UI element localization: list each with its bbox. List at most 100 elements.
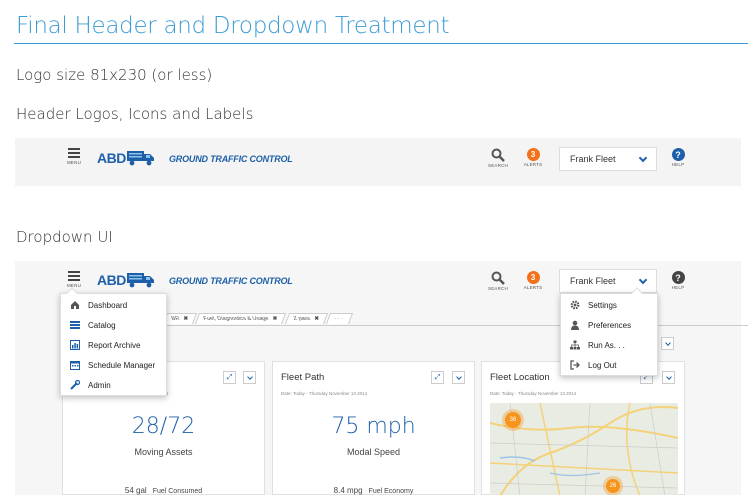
logo-text: ABD bbox=[97, 272, 126, 288]
menu-button[interactable]: MENU bbox=[64, 148, 84, 165]
menu-item-label: Catalog bbox=[88, 320, 116, 330]
abd-logo[interactable]: ABD bbox=[97, 149, 155, 167]
metric-label: Moving Assets bbox=[134, 447, 193, 457]
menu-item-schedule-manager[interactable]: Schedule Manager bbox=[61, 355, 166, 375]
tab-br[interactable]: BR ✖ bbox=[162, 312, 198, 324]
menu-label: MENU bbox=[66, 160, 82, 165]
alerts-label: ALERTS bbox=[523, 162, 543, 167]
sub-metric-label: Fuel Economy bbox=[368, 488, 414, 495]
expand-button[interactable]: ⤢ bbox=[431, 371, 444, 384]
menu-item-label: Report Archive bbox=[88, 340, 141, 350]
tab-fuel[interactable]: Fuel, Diagnostics & Usage ✖ bbox=[195, 312, 287, 324]
help-button[interactable]: ? HELP bbox=[665, 271, 691, 290]
tab-more[interactable]: · · · bbox=[325, 312, 353, 324]
search-icon bbox=[491, 148, 505, 162]
list-icon bbox=[69, 320, 80, 331]
tab-label: Fuel, Diagnostics & Usage bbox=[202, 315, 270, 322]
title-divider bbox=[14, 43, 748, 44]
expand-button[interactable]: ⤢ bbox=[223, 371, 236, 384]
map-roads bbox=[490, 403, 678, 495]
user-dropdown-open[interactable]: Frank Fleet bbox=[559, 269, 657, 293]
logo-text: ABD bbox=[97, 150, 126, 166]
dashboard-options-button[interactable] bbox=[661, 337, 674, 350]
card-options-button[interactable] bbox=[662, 371, 675, 384]
chevron-down-icon bbox=[638, 153, 648, 163]
menu-item-catalog[interactable]: Catalog bbox=[61, 315, 166, 335]
truck-icon bbox=[126, 151, 154, 166]
help-icon: ? bbox=[671, 271, 685, 284]
menu-item-dashboard[interactable]: Dashboard bbox=[61, 295, 166, 315]
fleet-map[interactable]: 36 26 bbox=[490, 403, 678, 495]
menu-item-run-as[interactable]: Run As. . . bbox=[561, 335, 657, 355]
abd-logo[interactable]: ABD bbox=[97, 271, 155, 289]
chevron-down-icon bbox=[665, 373, 672, 380]
chevron-down-icon bbox=[664, 339, 671, 346]
search-icon bbox=[491, 271, 505, 285]
search-label: SEARCH bbox=[488, 286, 508, 291]
menu-item-label: Log Out bbox=[588, 360, 617, 370]
wrench-icon bbox=[69, 380, 80, 391]
card-options-button[interactable] bbox=[452, 371, 465, 384]
user-name: Frank Fleet bbox=[570, 276, 616, 286]
map-cluster-marker[interactable]: 26 bbox=[606, 479, 620, 493]
map-cluster-marker[interactable]: 36 bbox=[505, 412, 521, 428]
close-icon[interactable]: ✖ bbox=[314, 315, 319, 322]
card-date: Date: Today - Thursday November 13 2014 bbox=[490, 391, 577, 396]
user-name: Frank Fleet bbox=[570, 154, 616, 164]
fleet-location-card: Fleet Location Date: Today - Thursday No… bbox=[481, 361, 685, 495]
close-icon[interactable]: ✖ bbox=[272, 315, 278, 322]
chevron-down-icon bbox=[246, 373, 253, 380]
sub-metric: 54 gal Fuel Consumed bbox=[63, 486, 264, 495]
menu-label: MENU bbox=[66, 283, 82, 288]
bar-chart-icon bbox=[69, 340, 80, 351]
page-title: Final Header and Dropdown Treatment bbox=[16, 13, 450, 39]
tab-label: Z pass bbox=[292, 315, 312, 322]
logout-icon bbox=[569, 360, 580, 371]
sub-metric: 8.4 mpg Fuel Economy bbox=[273, 486, 474, 495]
tab-zpass[interactable]: Z pass ✖ bbox=[284, 312, 328, 324]
main-menu-dropdown: Dashboard Catalog Report Archive Schedul… bbox=[60, 287, 167, 396]
search-button[interactable]: SEARCH bbox=[485, 271, 511, 291]
product-name: GROUND TRAFFIC CONTROL bbox=[169, 276, 293, 286]
tab-strip: BR ✖ Fuel, Diagnostics & Usage ✖ Z pass ✖ ·… bbox=[162, 311, 353, 325]
metric-label: Modal Speed bbox=[346, 447, 401, 457]
help-button[interactable]: ? HELP bbox=[665, 148, 691, 167]
menu-item-report-archive[interactable]: Report Archive bbox=[61, 335, 166, 355]
sub-metric-value: 8.4 mpg bbox=[333, 486, 363, 495]
menu-item-label: Dashboard bbox=[88, 300, 128, 310]
metric-value: 75 mph bbox=[331, 414, 416, 439]
menu-item-log-out[interactable]: Log Out bbox=[561, 355, 657, 375]
sub-metric-value: 54 gal bbox=[124, 486, 147, 495]
menu-item-label: Admin bbox=[88, 380, 111, 390]
help-label: HELP bbox=[671, 162, 685, 167]
menu-item-admin[interactable]: Admin bbox=[61, 375, 166, 395]
product-name: GROUND TRAFFIC CONTROL bbox=[169, 154, 293, 164]
alert-badge-icon: 3 bbox=[526, 271, 540, 284]
menu-item-label: Preferences bbox=[588, 320, 632, 330]
card-options-button[interactable] bbox=[243, 371, 256, 384]
search-label: SEARCH bbox=[488, 163, 508, 168]
truck-icon bbox=[126, 273, 154, 288]
alerts-button[interactable]: 3 ALERTS bbox=[520, 148, 546, 167]
hamburger-icon bbox=[68, 271, 80, 281]
card-title: Fleet Location bbox=[490, 372, 550, 383]
menu-button-open[interactable]: MENU bbox=[64, 271, 84, 288]
alerts-label: ALERTS bbox=[523, 285, 543, 290]
card-title: Fleet Path bbox=[281, 372, 325, 383]
menu-item-settings[interactable]: Settings bbox=[561, 295, 657, 315]
user-dropdown[interactable]: Frank Fleet bbox=[559, 147, 657, 171]
menu-item-label: Settings bbox=[588, 300, 617, 310]
sitemap-icon bbox=[569, 340, 580, 351]
alerts-button[interactable]: 3 ALERTS bbox=[520, 271, 546, 290]
header-logos-heading: Header Logos, Icons and Labels bbox=[16, 105, 254, 123]
chevron-down-icon bbox=[638, 275, 648, 285]
user-icon bbox=[569, 320, 580, 331]
menu-item-label: Schedule Manager bbox=[88, 360, 156, 370]
close-icon[interactable]: ✖ bbox=[183, 315, 189, 322]
search-button[interactable]: SEARCH bbox=[485, 148, 511, 168]
help-label: HELP bbox=[671, 285, 685, 290]
menu-item-label: Run As. . . bbox=[588, 340, 625, 350]
menu-item-preferences[interactable]: Preferences bbox=[561, 315, 657, 335]
alert-badge-icon: 3 bbox=[526, 148, 540, 161]
metric-value: 28/72 bbox=[131, 414, 196, 439]
